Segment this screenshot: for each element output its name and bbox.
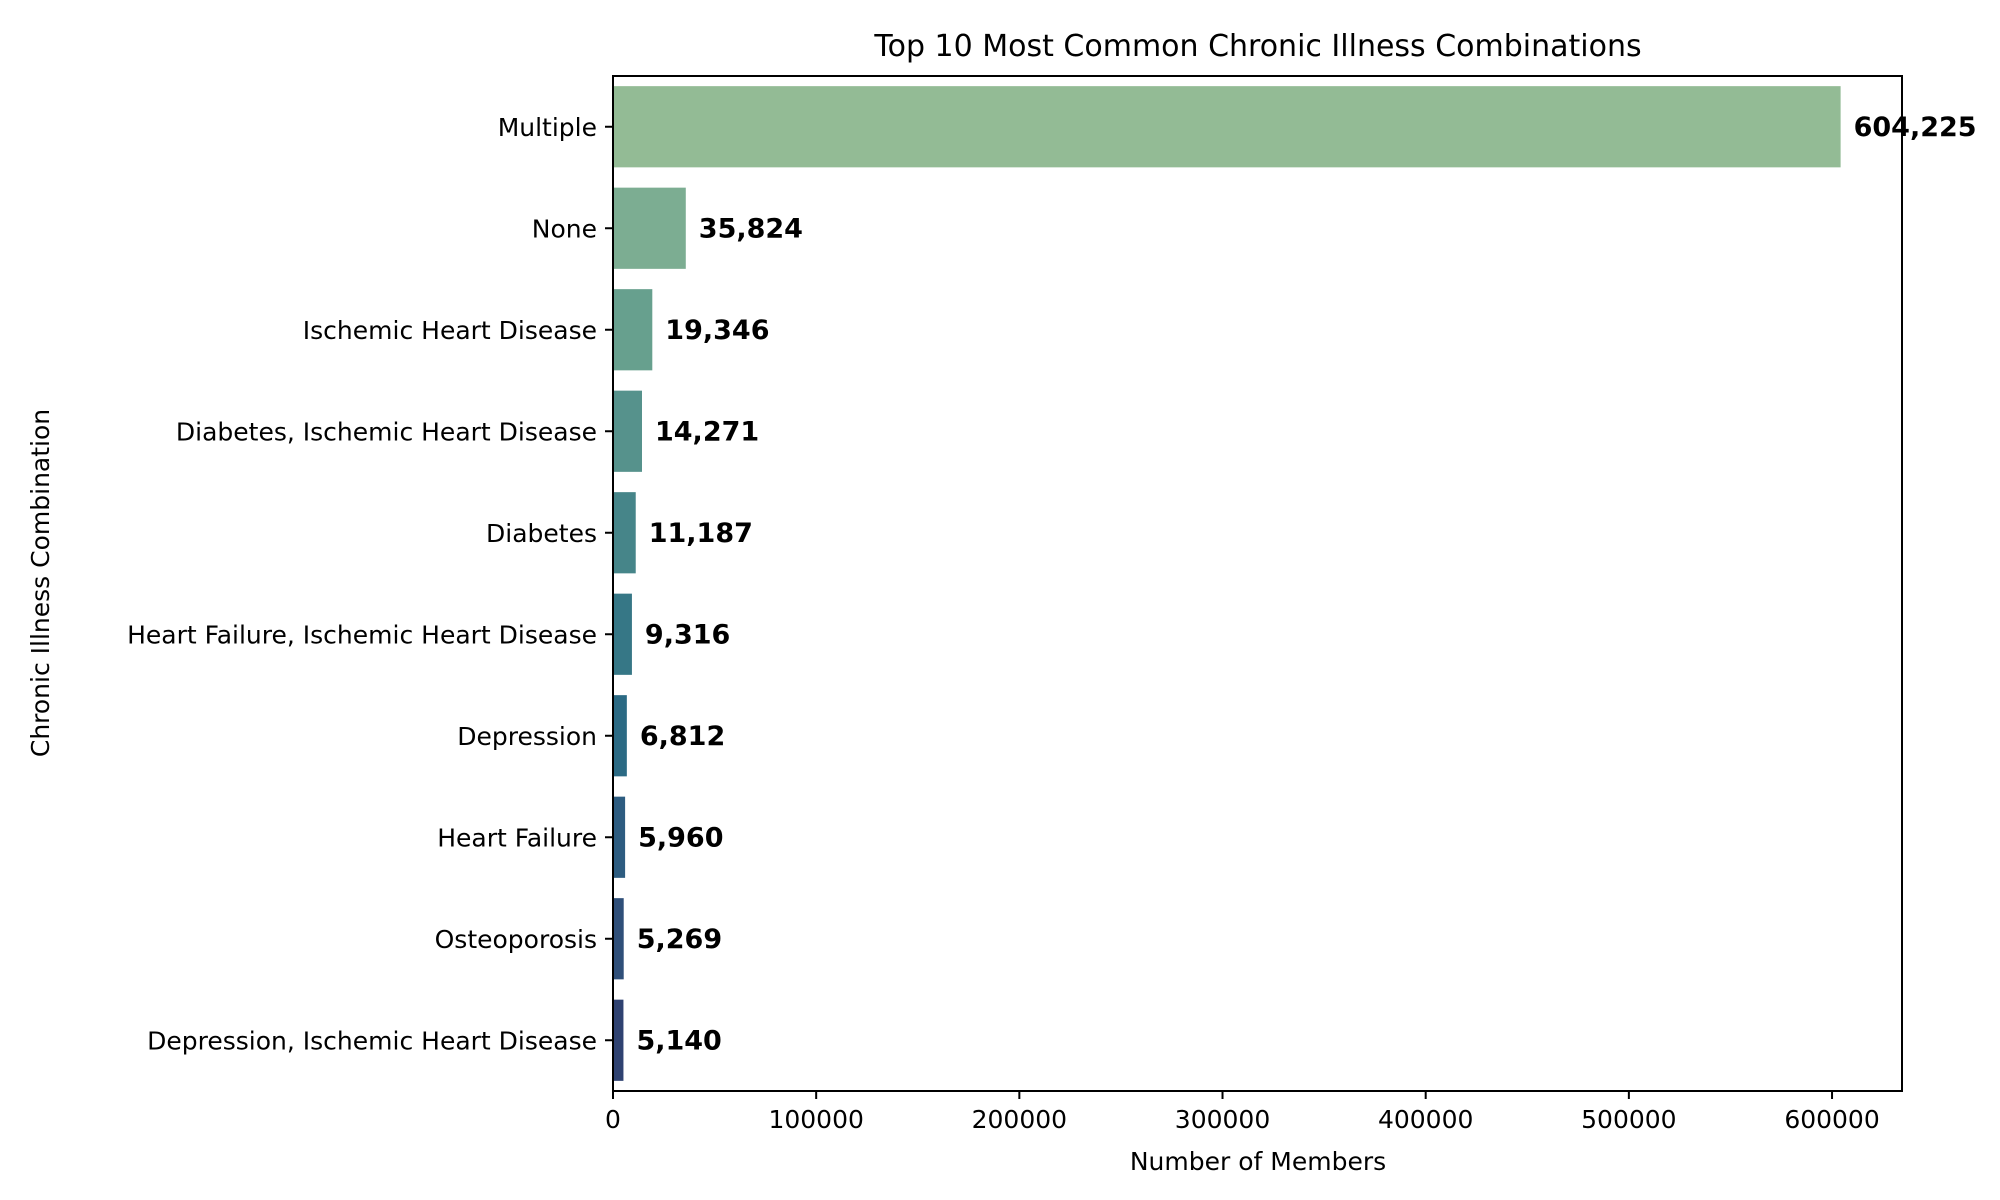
data-label: 5,140: [636, 1025, 721, 1056]
data-label: 604,225: [1854, 112, 1977, 143]
x-tick-label: 200000: [972, 1105, 1067, 1134]
labels-layer: Multiple 604,225 None 35,824 Ischemic Heart …: [127, 112, 1976, 1134]
x-tick-label: 0: [605, 1105, 621, 1134]
bar: [613, 796, 626, 878]
data-label: 9,316: [645, 619, 730, 650]
y-tick-label: Ischemic Heart Disease: [303, 316, 597, 345]
x-axis-label: Number of Members: [1130, 1147, 1386, 1176]
y-tick-label: Multiple: [498, 113, 597, 142]
data-label: 14,271: [655, 416, 759, 447]
y-tick-label: Diabetes, Ischemic Heart Disease: [176, 417, 597, 446]
y-tick-label: Depression: [457, 722, 597, 751]
y-tick-label: Diabetes: [486, 519, 597, 548]
bar: [613, 593, 632, 675]
chart-title: Top 10 Most Common Chronic Illness Combi…: [873, 29, 1641, 64]
bar: [613, 999, 624, 1081]
x-tick-label: 400000: [1378, 1105, 1473, 1134]
bar: [613, 390, 642, 472]
x-tick-label: 600000: [1784, 1105, 1879, 1134]
data-label: 19,346: [665, 315, 769, 346]
y-tick-label: Heart Failure, Ischemic Heart Disease: [127, 620, 597, 649]
y-axis-label: Chronic Illness Combination: [26, 409, 55, 757]
bars-layer: [613, 86, 1841, 1081]
bar: [613, 86, 1841, 168]
bar: [613, 492, 636, 574]
x-tick-label: 500000: [1581, 1105, 1676, 1134]
y-tick-label: Depression, Ischemic Heart Disease: [147, 1026, 597, 1055]
x-tick-label: 100000: [768, 1105, 863, 1134]
y-tick-label: Osteoporosis: [435, 925, 597, 954]
bar: [613, 187, 686, 269]
data-label: 5,960: [638, 822, 723, 853]
bar: [613, 695, 627, 777]
plot-frame: [612, 75, 1903, 1092]
data-label: 5,269: [637, 924, 722, 955]
y-tick-label: Heart Failure: [437, 823, 597, 852]
data-label: 35,824: [699, 213, 803, 244]
data-label: 11,187: [649, 518, 753, 549]
ticks-layer: [605, 125, 1834, 1099]
x-tick-label: 300000: [1175, 1105, 1270, 1134]
y-tick-label: None: [532, 214, 597, 243]
bar: [613, 289, 653, 371]
data-label: 6,812: [640, 721, 725, 752]
bar: [613, 898, 624, 980]
